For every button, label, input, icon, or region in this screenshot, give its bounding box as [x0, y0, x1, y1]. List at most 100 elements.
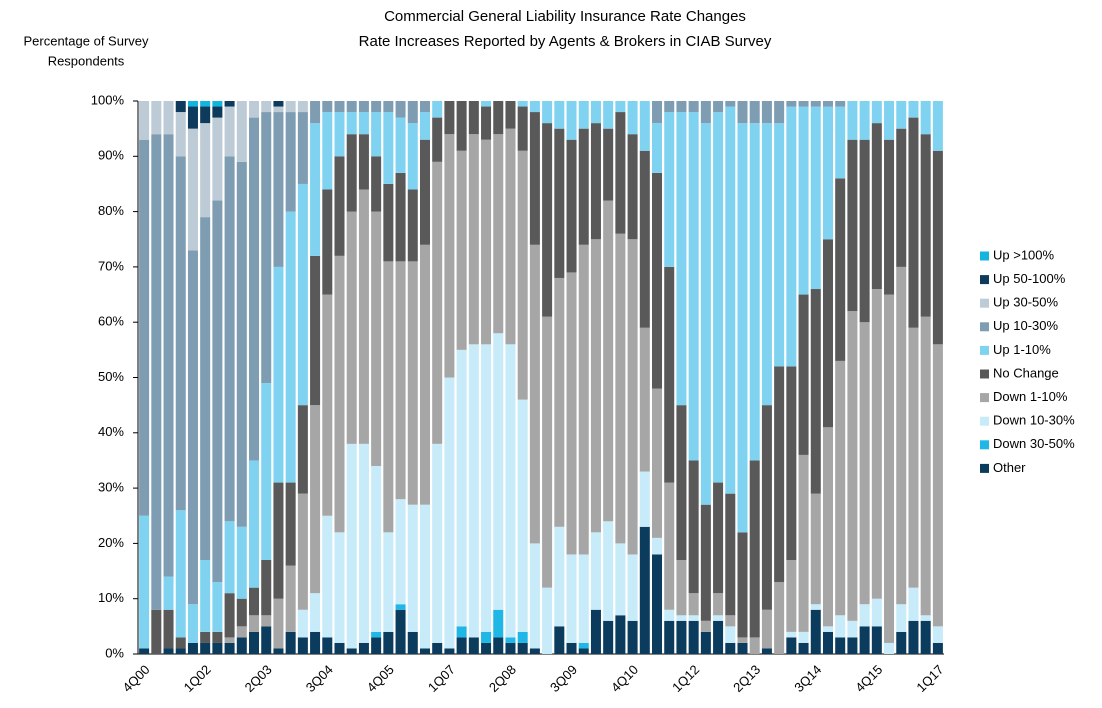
y-tick-label: 70% [98, 258, 124, 273]
bar-segment [273, 648, 284, 654]
bar-segment [627, 134, 638, 240]
bar-segment [822, 631, 833, 654]
bar-segment [212, 200, 223, 583]
bar-segment [517, 106, 528, 151]
bar-segment [725, 642, 736, 654]
bar-segment [676, 559, 687, 616]
bar-segment [310, 405, 321, 594]
bar-segment [249, 587, 260, 616]
bar-segment [676, 405, 687, 560]
bar-segment [835, 101, 846, 107]
bar-segment [175, 101, 186, 113]
bar-segment [590, 101, 601, 124]
bar-segment [444, 648, 455, 654]
bar-segment [737, 532, 748, 638]
bar-segment [908, 587, 919, 621]
bar-segment [615, 101, 626, 113]
bar-segment [578, 642, 589, 649]
bar-segment [200, 217, 211, 560]
bar-segment [334, 112, 345, 157]
bar-segment [664, 112, 675, 267]
bar-segment [725, 101, 736, 107]
bar-segment [859, 604, 870, 627]
bar-segment [322, 189, 333, 295]
bar-segment [652, 388, 663, 538]
bar-segment [481, 631, 492, 643]
bar-segment [273, 106, 284, 113]
bar-segment [163, 648, 174, 654]
bar-segment [456, 101, 467, 151]
bar-segment [407, 504, 418, 632]
bar-segment [774, 582, 785, 654]
bar-segment [493, 637, 504, 654]
bar-segment [175, 510, 186, 638]
chart-subtitle: Rate Increases Reported by Agents & Brok… [359, 33, 772, 50]
bar-segment [432, 443, 443, 643]
bar-segment [737, 637, 748, 643]
bar-segment [310, 631, 321, 654]
bar-segment [310, 123, 321, 256]
bar-segment [920, 134, 931, 317]
bar-segment [297, 101, 308, 113]
bar-segment [468, 637, 479, 654]
bar-segment [859, 101, 870, 140]
x-tick-label: 4Q00 [120, 662, 153, 695]
bar-segment [322, 112, 333, 190]
bar-segment [713, 482, 724, 594]
bar-segment [896, 631, 907, 654]
bar-segment [664, 482, 675, 610]
bar-segment [529, 244, 540, 544]
bar-segment [407, 261, 418, 505]
bar-segment [224, 156, 235, 522]
bar-segment [481, 642, 492, 654]
bar-segment [822, 106, 833, 240]
bar-segment [798, 101, 809, 107]
bar-segment [871, 101, 882, 124]
bar-segment [810, 101, 821, 107]
bar-segment [932, 626, 943, 643]
bar-segment [322, 294, 333, 516]
bar-segment [371, 637, 382, 654]
bar-segment [884, 642, 895, 654]
bar-segment [297, 405, 308, 494]
bar-segment [749, 637, 760, 654]
bar-segment [358, 101, 369, 113]
bar-segment [200, 642, 211, 654]
bar-segment [920, 316, 931, 616]
bar-segment [224, 106, 235, 157]
bar-segment [419, 648, 430, 654]
bar-segment [383, 183, 394, 262]
bar-segment [407, 189, 418, 262]
bar-segment [932, 642, 943, 654]
bar-segment [444, 101, 455, 135]
bar-segment [285, 565, 296, 632]
bar-segment [835, 637, 846, 654]
bar-segment [249, 460, 260, 588]
bar-segment [713, 112, 724, 483]
bar-segment [700, 620, 711, 632]
bar-segment [590, 532, 601, 610]
bar-segment [383, 532, 394, 632]
bar-segment [358, 642, 369, 654]
bar-segment [639, 150, 650, 328]
bar-segment [249, 117, 260, 461]
bar-segment [358, 443, 369, 643]
bar-segment [847, 620, 858, 638]
bar-segment [334, 642, 345, 654]
bar-segment [187, 106, 198, 129]
bar-segment [297, 493, 308, 610]
bar-segment [456, 150, 467, 350]
bar-segment [554, 101, 565, 129]
bar-segment [249, 631, 260, 654]
bar-segment [737, 123, 748, 533]
bar-segment [346, 134, 357, 212]
bar-segment [139, 101, 150, 140]
bar-segment [700, 123, 711, 505]
bar-segment [395, 261, 406, 500]
bar-segment [774, 101, 785, 124]
bar-segment [163, 609, 174, 649]
bar-segment [285, 482, 296, 566]
bar-segment [676, 620, 687, 654]
bar-segment [139, 648, 150, 654]
